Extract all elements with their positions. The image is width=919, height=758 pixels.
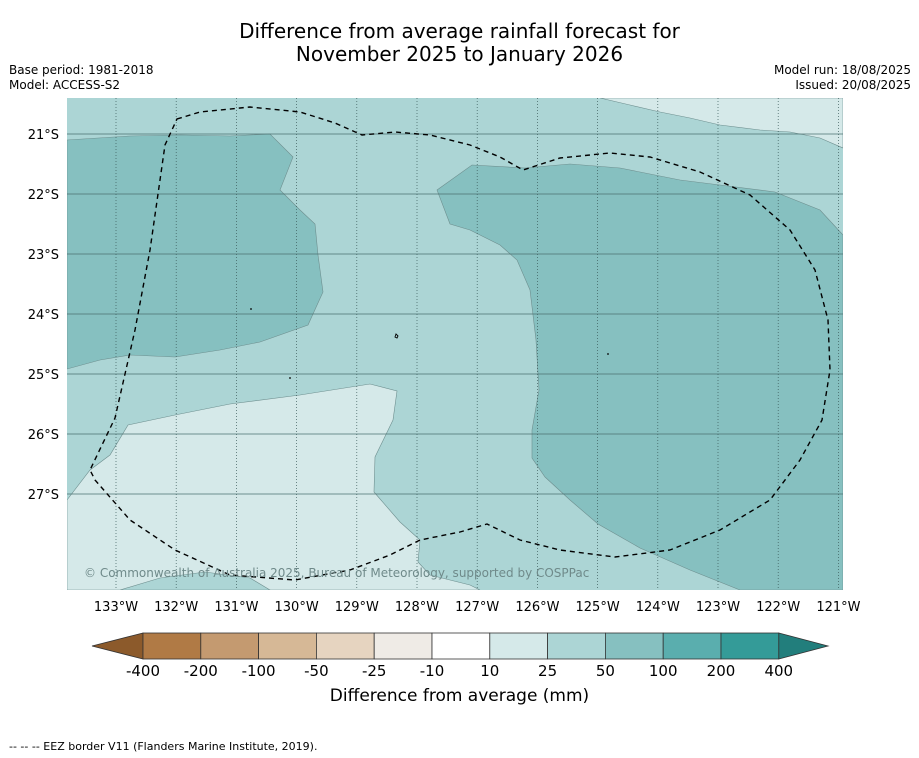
colorbar-tick-label: 100 [649, 662, 678, 680]
latitude-label: 26°S [28, 428, 59, 443]
longitude-label: 129°W [335, 600, 379, 615]
latitude-label: 23°S [28, 248, 59, 263]
colorbar-tick-label: 25 [538, 662, 557, 680]
longitude-label: 128°W [395, 600, 439, 615]
longitude-label: 123°W [696, 600, 740, 615]
island-speck [394, 333, 399, 339]
colorbar-title: Difference from average (mm) [329, 686, 590, 706]
colorbar-segment [142, 632, 202, 660]
colorbar-tick-label: 200 [707, 662, 736, 680]
longitude-label: 126°W [515, 600, 559, 615]
colorbar-tick-label: -50 [304, 662, 329, 680]
longitude-label: 127°W [455, 600, 499, 615]
latitude-label: 24°S [28, 308, 59, 323]
meta-right: Model run: 18/08/2025 Issued: 20/08/2025 [774, 63, 911, 93]
base-period: Base period: 1981-2018 [9, 63, 154, 77]
zone-10-25-southwest [67, 383, 481, 590]
colorbar-segment [315, 632, 375, 660]
colorbar: -400 -200 -100 -50 -25 -10 10 25 50 100 200 400 [91, 632, 830, 680]
model-name: Model: ACCESS-S2 [9, 78, 121, 92]
colorbar-tick-label: 50 [596, 662, 615, 680]
meta-left: Base period: 1981-2018 Model: ACCESS-S2 [9, 63, 154, 93]
graticule [67, 98, 843, 590]
longitude-label: 125°W [576, 600, 620, 615]
title-line-1: Difference from average rainfall forecas… [239, 19, 680, 43]
longitude-label: 132°W [154, 600, 198, 615]
title-line-2: November 2025 to January 2026 [295, 42, 624, 66]
copyright-text: © Commonwealth of Australia 2025, Bureau… [84, 566, 589, 580]
latitude-label: 22°S [28, 188, 59, 203]
longitude-label: 133°W [94, 600, 138, 615]
colorbar-extend-low [91, 632, 144, 660]
colorbar-tick-label: 10 [480, 662, 499, 680]
longitude-label: 124°W [636, 600, 680, 615]
latitude-label: 21°S [28, 128, 59, 143]
longitude-label: 121°W [816, 600, 860, 615]
longitude-labels: 133°W 132°W 131°W 130°W 129°W 128°W 127°W 126°W… [94, 600, 861, 615]
map-area: © Commonwealth of Australia 2025, Bureau… [67, 98, 843, 590]
model-run: Model run: 18/08/2025 [773, 63, 911, 77]
issued-date: Issued: 20/08/2025 [795, 78, 911, 92]
colorbar-segment [547, 632, 606, 660]
colorbar-tick-label: -10 [420, 662, 445, 680]
island-dot [289, 377, 291, 379]
colorbar-tick-label: -25 [362, 662, 387, 680]
eez-border [89, 106, 831, 581]
zone-10-25-northeast [599, 98, 843, 149]
zone-50-100-east [436, 163, 843, 590]
latitude-labels: 21°S 22°S 23°S 24°S 25°S 26°S 27°S [28, 128, 59, 503]
chart-title: Difference from average rainfall forecas… [0, 20, 919, 66]
latitude-label: 27°S [28, 488, 59, 503]
colorbar-tick-label: -200 [184, 662, 218, 680]
colorbar-segment [431, 632, 491, 660]
colorbar-segment [605, 632, 664, 660]
colorbar-tick-label: -400 [126, 662, 160, 680]
colorbar-extend-high [778, 632, 830, 660]
colorbar-tick-label: -100 [242, 662, 276, 680]
colorbar-segment [200, 632, 260, 660]
island-dot [250, 308, 252, 310]
island-dot [607, 353, 609, 355]
zone-25-50-south-strip [119, 571, 271, 590]
latitude-label: 25°S [28, 368, 59, 383]
colorbar-segment [258, 632, 317, 660]
eez-footnote: -- -- -- EEZ border V11 (Flanders Marine… [9, 740, 318, 753]
longitude-label: 131°W [214, 600, 258, 615]
longitude-label: 130°W [275, 600, 319, 615]
colorbar-segment [662, 632, 722, 660]
colorbar-tick-label: 400 [764, 662, 793, 680]
longitude-label: 122°W [756, 600, 800, 615]
colorbar-segment [720, 632, 780, 660]
colorbar-segment [489, 632, 548, 660]
colorbar-segment [373, 632, 433, 660]
